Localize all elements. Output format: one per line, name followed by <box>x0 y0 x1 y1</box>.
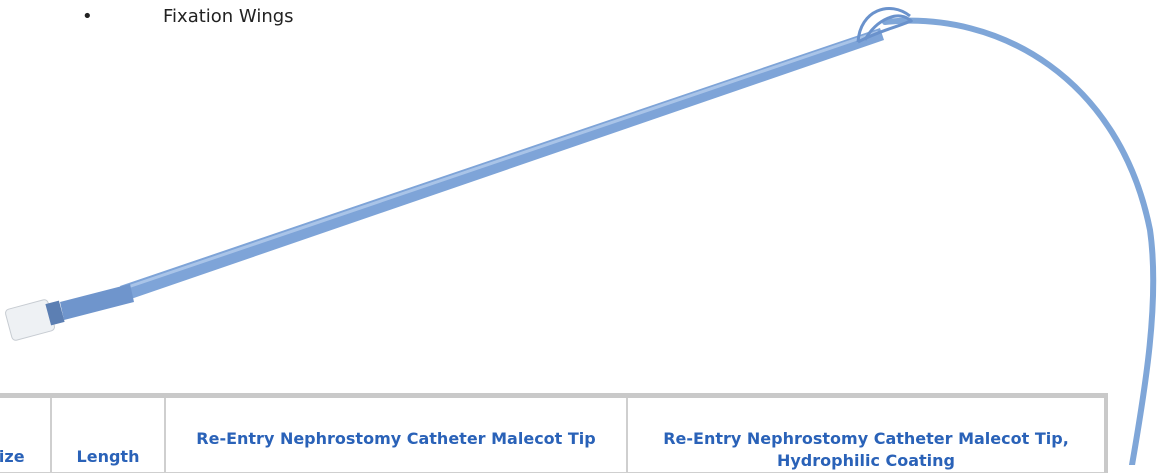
malecot-wings <box>858 8 912 42</box>
catheter-hub <box>60 284 134 320</box>
product-table: Size Length Re-Entry Nephrostomy Cathete… <box>0 393 1108 473</box>
table-header: Length <box>51 396 165 473</box>
table-header: Size <box>0 396 51 473</box>
table-header-row: Size Length Re-Entry Nephrostomy Cathete… <box>0 396 1106 473</box>
table-header: Re-Entry Nephrostomy Catheter Malecot Ti… <box>627 396 1106 473</box>
table-header: Re-Entry Nephrostomy Catheter Malecot Ti… <box>165 396 627 473</box>
catheter-highlight <box>125 32 878 288</box>
table-container: Size Length Re-Entry Nephrostomy Cathete… <box>0 393 1108 473</box>
